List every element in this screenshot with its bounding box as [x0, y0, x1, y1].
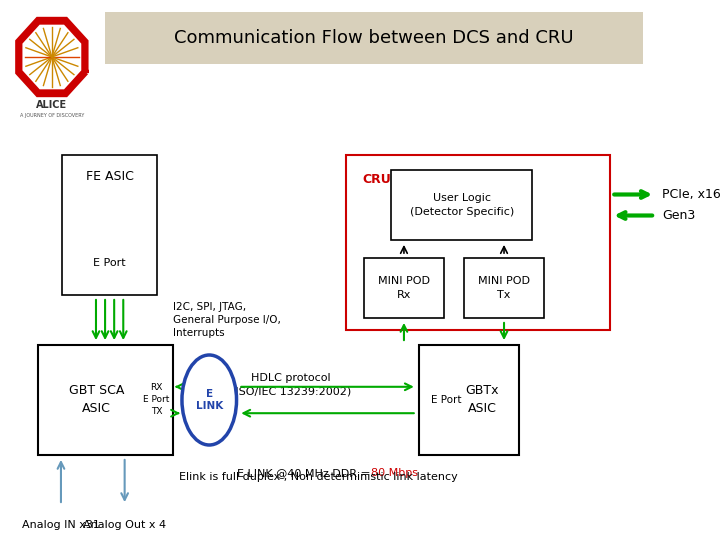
Text: FE ASIC: FE ASIC	[86, 171, 134, 184]
Text: A JOURNEY OF DISCOVERY: A JOURNEY OF DISCOVERY	[19, 112, 84, 118]
Text: User Logic
(Detector Specific): User Logic (Detector Specific)	[410, 193, 514, 217]
Text: E Port: E Port	[431, 395, 461, 405]
Text: 80 Mbps: 80 Mbps	[372, 468, 418, 478]
Polygon shape	[22, 25, 81, 89]
Text: RX: RX	[150, 383, 163, 393]
Bar	[104, 12, 643, 64]
Bar	[62, 155, 158, 295]
Text: ALICE: ALICE	[36, 100, 68, 110]
Polygon shape	[17, 18, 87, 96]
Bar	[38, 345, 173, 455]
Bar	[391, 170, 532, 240]
Bar	[464, 258, 544, 318]
Bar	[346, 155, 610, 330]
Bar	[364, 258, 444, 318]
Text: Gen3: Gen3	[662, 209, 696, 222]
Text: MINI POD
Rx: MINI POD Rx	[378, 276, 430, 300]
Text: Elink is full duplex , Non deterministic link latency: Elink is full duplex , Non deterministic…	[179, 472, 458, 482]
Text: Communication Flow between DCS and CRU: Communication Flow between DCS and CRU	[174, 29, 574, 47]
Text: Analog Out x 4: Analog Out x 4	[83, 520, 166, 530]
Text: PCIe, x16: PCIe, x16	[662, 188, 720, 201]
Text: MINI POD
Tx: MINI POD Tx	[478, 276, 530, 300]
Text: E Port: E Port	[94, 258, 126, 268]
Text: I2C, SPI, JTAG,
General Purpose I/O,
Interrupts: I2C, SPI, JTAG, General Purpose I/O, Int…	[174, 302, 282, 338]
Text: GBT SCA
ASIC: GBT SCA ASIC	[68, 384, 124, 415]
Text: E LINK @40 MHz DDR =: E LINK @40 MHz DDR =	[237, 468, 373, 478]
Text: (ISO/IEC 13239:2002): (ISO/IEC 13239:2002)	[231, 387, 351, 397]
Text: CRU: CRU	[362, 173, 391, 186]
Text: GBTx
ASIC: GBTx ASIC	[465, 384, 499, 415]
Text: HDLC protocol: HDLC protocol	[251, 373, 331, 383]
Text: TX: TX	[150, 408, 162, 416]
Text: E Port: E Port	[143, 395, 170, 404]
Ellipse shape	[182, 355, 237, 445]
Text: E
LINK: E LINK	[196, 389, 223, 411]
Text: Analog IN x31: Analog IN x31	[22, 520, 100, 530]
Bar	[418, 345, 518, 455]
